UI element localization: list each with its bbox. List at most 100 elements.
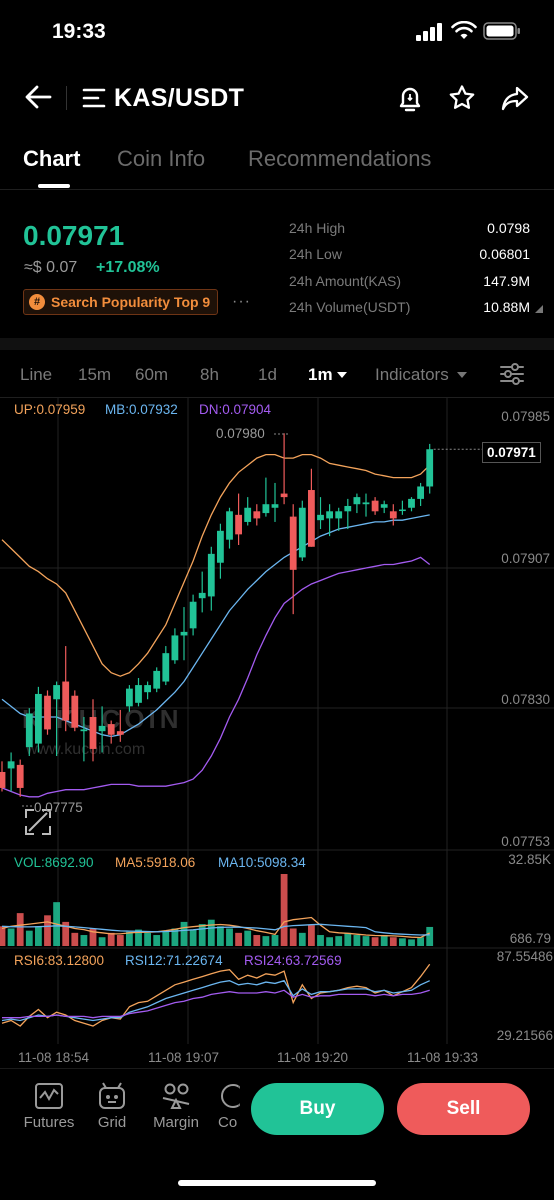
vol-ma10-line (1, 923, 430, 936)
volume-bar (0, 926, 6, 946)
candle-body (317, 514, 324, 521)
volume-bar (71, 932, 79, 946)
stat-value-24h-low: 0.06801 (479, 246, 530, 262)
main-tabs: Chart Coin Info Recommendations (0, 146, 554, 192)
volume-bar (62, 921, 70, 946)
volume-bar (353, 935, 361, 946)
volume-bar (44, 915, 51, 946)
candle-body (308, 490, 315, 547)
candle-body (326, 511, 333, 519)
volume-bar (144, 932, 151, 946)
chart-settings-icon[interactable] (499, 362, 525, 386)
volume-bar (80, 935, 88, 946)
battery-icon (483, 22, 520, 40)
tab-coin-info[interactable]: Coin Info (117, 146, 206, 171)
candle-body (62, 681, 70, 721)
candle-body (353, 497, 361, 505)
volume-bar (217, 926, 224, 946)
volume-bar (207, 919, 215, 946)
volume-bar (107, 932, 115, 946)
candle-body (244, 507, 252, 522)
volume-bar (380, 935, 388, 946)
interval-60m[interactable]: 60m (135, 365, 169, 384)
interval-15m[interactable]: 15m (78, 365, 112, 384)
rsi12-line (1, 979, 430, 1022)
candles (0, 433, 434, 797)
chart-labels (22, 433, 482, 807)
time-axis-tick: 11-08 18:54 (18, 1050, 90, 1065)
volume-bar (235, 932, 242, 946)
volume-bar (171, 928, 179, 946)
wifi-icon (451, 21, 477, 39)
search-popularity-badge[interactable]: # Search Popularity Top 9 (23, 289, 219, 315)
interval-1d[interactable]: 1d (258, 365, 277, 384)
volume-bar (417, 937, 424, 946)
candle-body (89, 717, 97, 749)
stat-label-24h-volume: 24h Volume(USDT) (289, 299, 411, 315)
interval-1m[interactable]: 1m (308, 365, 333, 384)
sell-button[interactable]: Sell (397, 1083, 530, 1135)
stat-label-24h-amount: 24h Amount(KAS) (289, 273, 402, 289)
candle-body (262, 504, 270, 514)
svg-text:www.kucoin.com: www.kucoin.com (25, 741, 145, 758)
candlestick-chart[interactable]: K KUCOIN www.kucoin.com (0, 398, 554, 1046)
interval-line[interactable]: Line (20, 365, 53, 384)
volume-bar (135, 929, 142, 946)
volume-bar (326, 937, 333, 946)
share-icon[interactable] (500, 84, 530, 112)
boll-dn-line (1, 556, 431, 798)
volume-bar (25, 930, 33, 946)
trading-pair-title[interactable]: KAS/USDT (114, 84, 245, 112)
candle-body (162, 653, 170, 682)
scroll-fade (238, 1078, 256, 1134)
tab-recommendations[interactable]: Recommendations (248, 146, 432, 171)
grid-bot-icon (99, 1082, 125, 1109)
favorite-star-icon[interactable] (448, 84, 476, 112)
fiat-price: ≈$ 0.07 (24, 259, 78, 276)
volume-bar (426, 926, 434, 946)
home-indicator (178, 1180, 376, 1186)
rsi24-label: RSI24:63.72569 (244, 953, 342, 968)
volume-bar (89, 928, 97, 946)
volume-bar (244, 930, 252, 946)
volume-bar (308, 925, 315, 946)
volume-bar (16, 913, 24, 946)
futures-button[interactable]: Futures (19, 1082, 79, 1131)
volume-bar (371, 937, 379, 946)
candle-body (408, 498, 415, 508)
back-arrow-icon[interactable] (24, 84, 52, 110)
margin-button[interactable]: Margin (146, 1082, 206, 1131)
stat-label-24h-low: 24h Low (289, 246, 342, 262)
bottom-divider (0, 1068, 554, 1069)
grid-button[interactable]: Grid (82, 1082, 142, 1131)
candle-body (153, 670, 161, 689)
interval-divider (0, 397, 554, 398)
candle-body (135, 685, 142, 703)
volume-bar (335, 936, 343, 946)
volume-bar (116, 935, 124, 946)
price-axis-tick: 0.07830 (501, 692, 550, 707)
candle-body (235, 514, 242, 535)
list-menu-icon[interactable] (82, 87, 106, 109)
price-alert-bell-icon[interactable] (396, 84, 424, 112)
candle-body (116, 731, 124, 735)
candle-body (80, 729, 88, 732)
candle-body (298, 507, 306, 558)
caret-down-icon (337, 372, 347, 378)
indicators-dropdown[interactable]: Indicators (375, 365, 449, 384)
grid-label: Grid (97, 1114, 127, 1131)
interval-8h[interactable]: 8h (200, 365, 219, 384)
candle-body (371, 500, 379, 512)
tab-chart[interactable]: Chart (23, 146, 81, 171)
tabs-divider (0, 189, 554, 190)
more-options-icon[interactable]: ··· (232, 293, 251, 310)
candle-body (253, 511, 261, 519)
boll-up-label: UP:0.07959 (14, 402, 86, 417)
hashtag-icon: # (29, 294, 45, 310)
buy-button[interactable]: Buy (251, 1083, 384, 1135)
volume-bar (162, 930, 170, 946)
vol-label: VOL:8692.90 (14, 855, 94, 870)
vol-ma5-label: MA5:5918.06 (115, 855, 196, 870)
more-tools-label: Co (218, 1114, 238, 1131)
more-tools-button[interactable]: Co (214, 1082, 240, 1131)
